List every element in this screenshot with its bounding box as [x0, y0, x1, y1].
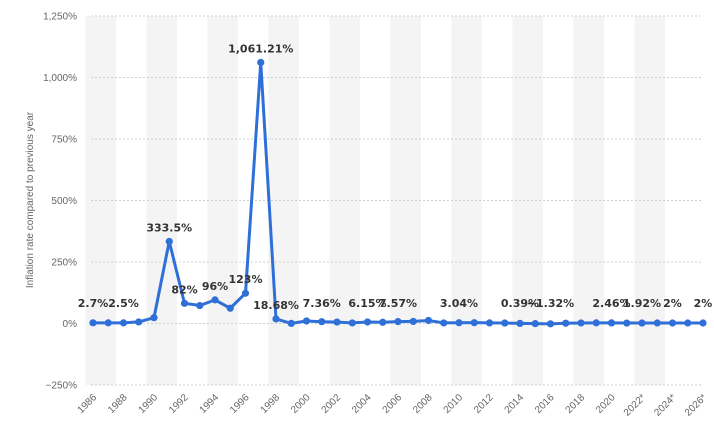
series-points [89, 58, 707, 328]
data-label: 3.04% [440, 297, 478, 310]
data-label: 2.5% [108, 297, 139, 310]
x-tick-label: 1986 [76, 392, 100, 416]
y-axis-ticks: −250% 0% 250% 500% 750% 1,000% 1,250% [43, 12, 77, 392]
data-point [577, 319, 585, 327]
data-point [379, 318, 387, 326]
data-point [302, 317, 311, 325]
data-point [409, 317, 417, 326]
data-point [638, 319, 646, 327]
x-tick-label: 2000 [289, 392, 313, 416]
data-point [180, 299, 189, 307]
data-point [150, 314, 158, 322]
data-labels: 2.7% 2.5% 333.5% 82% 96%123% 1,061.21% 18.68% 7… [78, 42, 713, 311]
y-tick-label: 750% [51, 135, 77, 146]
data-label: 18.68% [253, 299, 299, 312]
y-tick-label: −250% [46, 381, 78, 392]
y-axis-label: Inflation rate compared to previous year [25, 111, 36, 288]
y-tick-label: 0% [63, 319, 78, 330]
y-tick-label: 500% [51, 196, 77, 207]
data-point [424, 316, 433, 325]
data-point [607, 319, 616, 327]
data-label: −1.32% [527, 297, 574, 310]
data-point [653, 319, 661, 327]
data-label: 333.5% [146, 221, 192, 234]
x-tick-label: 2012 [472, 392, 496, 416]
data-point [272, 315, 280, 323]
y-tick-label: 1,000% [43, 73, 77, 84]
data-point [562, 319, 570, 327]
data-point [104, 319, 112, 327]
x-tick-label: 1994 [198, 392, 222, 416]
data-point [257, 58, 265, 67]
x-tick-label: 1992 [167, 392, 191, 416]
data-point [348, 319, 356, 327]
x-axis-ticks: 1986 1988 1990 1992 1994 1996 1998 2000 2002 2004… [76, 392, 710, 419]
data-point [470, 319, 478, 327]
data-point [485, 319, 494, 327]
data-point [623, 319, 631, 327]
data-label: 123% [229, 273, 263, 286]
data-point [668, 319, 677, 327]
x-tick-label: 2018 [564, 392, 588, 416]
data-label: 2.7% [78, 297, 109, 310]
data-point [119, 319, 128, 327]
data-point [135, 318, 143, 326]
x-tick-label: 2022* [622, 392, 648, 418]
data-point [440, 319, 448, 327]
data-point [333, 318, 341, 326]
x-tick-label: 2020 [594, 392, 618, 416]
data-point [684, 319, 692, 327]
data-point [287, 319, 295, 328]
data-point [501, 319, 509, 327]
grid-lines [91, 15, 703, 386]
data-point [363, 318, 372, 326]
data-label: 0.39% [501, 297, 539, 310]
data-point [516, 319, 524, 328]
data-point [211, 296, 219, 304]
data-label: 6.15% [348, 297, 386, 310]
data-label: 7.57% [379, 297, 417, 310]
data-point [226, 304, 234, 312]
data-point [546, 320, 555, 328]
data-point [394, 318, 402, 326]
data-label: 96% [202, 280, 228, 293]
x-tick-label: 1990 [137, 392, 161, 416]
data-point [89, 319, 97, 327]
data-point [241, 289, 250, 297]
y-tick-label: 1,250% [43, 12, 77, 23]
x-tick-label: 2002 [320, 392, 344, 416]
y-tick-label: 250% [51, 258, 77, 269]
data-label: 2% [663, 297, 682, 310]
x-tick-label: 2006 [381, 392, 405, 416]
x-tick-label: 1998 [259, 392, 283, 416]
x-tick-label: 2014 [503, 392, 527, 416]
data-point [318, 318, 326, 326]
data-label: 7.36% [303, 297, 341, 310]
x-tick-label: 2010 [442, 392, 466, 416]
data-label: 1.92% [623, 297, 661, 310]
x-tick-label: 2026* [683, 392, 709, 418]
x-tick-label: 2004 [350, 392, 374, 416]
data-point [165, 237, 173, 246]
data-point [196, 301, 204, 310]
data-label: 2% [694, 297, 713, 310]
x-tick-label: 2016 [533, 392, 557, 416]
data-label: 82% [171, 283, 197, 296]
x-tick-label: 1988 [106, 392, 130, 416]
x-tick-label: 2008 [411, 392, 435, 416]
data-point [531, 320, 539, 328]
data-point [699, 319, 707, 327]
data-point [455, 319, 463, 327]
x-tick-label: 1996 [228, 392, 252, 416]
data-label: 1,061.21% [228, 42, 293, 55]
x-tick-label: 2024* [652, 392, 678, 418]
data-label: 2.46% [592, 297, 630, 310]
data-point [592, 319, 600, 327]
